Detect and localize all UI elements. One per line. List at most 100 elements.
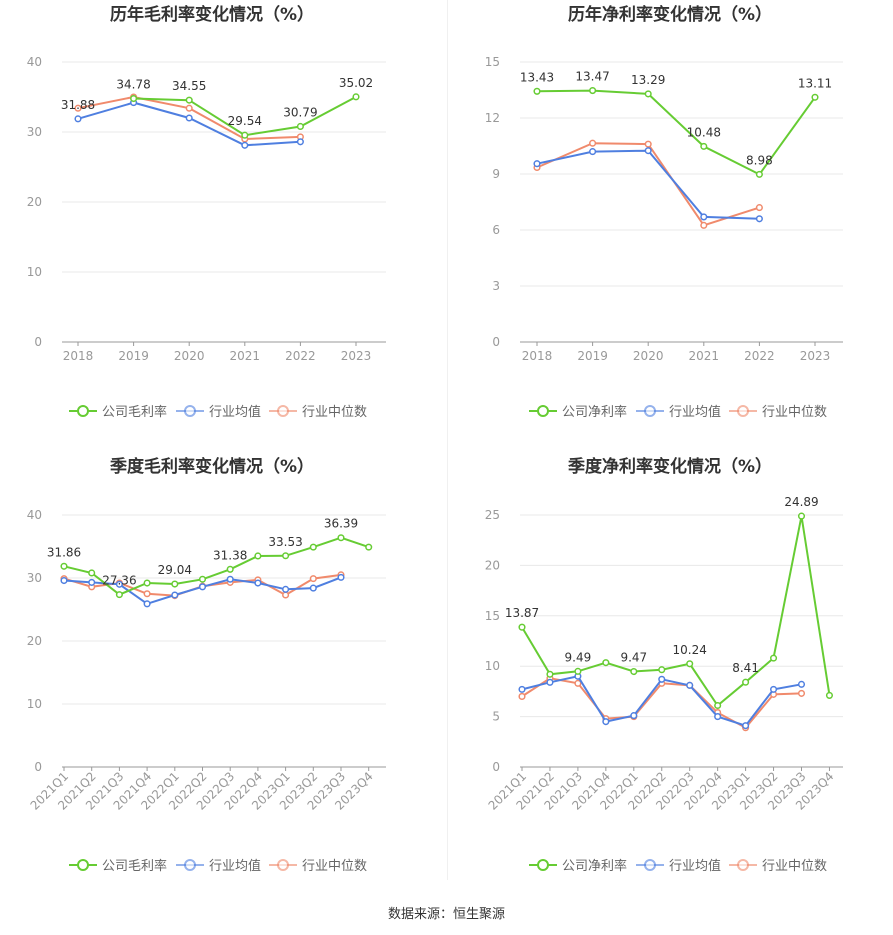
company-series-point: [574, 667, 582, 675]
company-series-point: [825, 691, 834, 699]
legend-industry-avg-marker: [644, 405, 656, 417]
industry-median-series-point: [74, 104, 82, 112]
y-tick-label: 25: [485, 508, 500, 522]
industry-median-series-point: [282, 591, 290, 599]
industry-median-series-point: [143, 590, 151, 598]
y-tick-label: 0: [492, 335, 500, 349]
company-series-line: [63, 536, 370, 596]
industry-avg-series-point: [602, 718, 610, 726]
industry-median-series-point: [309, 575, 317, 583]
data-label: 10.48: [687, 125, 721, 139]
x-tick-label: 2020: [174, 349, 205, 363]
industry-avg-series-point: [714, 713, 722, 721]
company-series-point: [797, 512, 806, 520]
chart-title: 历年净利率变化情况（%）: [568, 4, 772, 25]
company-series-point: [296, 122, 304, 131]
industry-median-series-point: [797, 689, 806, 697]
legend-industry-median-label: 行业中位数: [762, 405, 827, 420]
company-series-point: [365, 543, 373, 551]
legend-industry-avg-marker: [184, 859, 196, 871]
y-tick-label: 40: [27, 508, 42, 522]
company-series-point: [309, 543, 317, 551]
company-series-point: [546, 670, 554, 678]
company-series-point: [143, 579, 151, 587]
industry-median-series-point: [518, 692, 526, 700]
legend-company-marker: [77, 859, 89, 871]
company-series-point: [630, 667, 638, 676]
company-series-point: [198, 575, 207, 583]
company-series-point: [742, 678, 750, 686]
y-tick-label: 10: [27, 697, 42, 711]
data-label: 30.79: [283, 105, 317, 119]
legend-industry-avg-label: 行业均值: [669, 404, 721, 420]
company-series-point: [714, 701, 722, 710]
y-tick-label: 10: [485, 659, 500, 673]
company-series-point: [589, 87, 597, 95]
industry-avg-series-point: [226, 575, 234, 583]
x-tick-label: 2019: [118, 349, 149, 363]
y-tick-label: 10: [27, 265, 42, 279]
annual-gross-margin-chart: 历年毛利率变化情况（%） 0 10 20 30 40 2018 2019 2020 2021 202…: [27, 4, 386, 420]
company-series-point: [226, 565, 234, 573]
y-tick-label: 0: [34, 335, 42, 349]
data-label: 33.53: [268, 535, 302, 549]
legend-company-marker: [537, 859, 549, 871]
data-label: 29.54: [228, 114, 262, 128]
y-tick-label: 30: [27, 571, 42, 585]
legend-industry-avg-label: 行业均值: [209, 404, 261, 420]
industry-avg-series-point: [60, 576, 68, 585]
y-tick-label: 0: [34, 760, 42, 774]
industry-avg-series-point: [282, 585, 290, 593]
company-series-point: [282, 552, 290, 560]
company-series-point: [533, 87, 541, 95]
company-series-point: [254, 552, 262, 560]
x-tick-label: 2022: [285, 349, 316, 363]
quarterly-gross-margin-chart: 季度毛利率变化情况（%）0102030402021Q12021Q22021Q32…: [27, 456, 386, 874]
data-label: 34.55: [172, 79, 206, 93]
x-tick-label: 2022: [744, 349, 775, 363]
data-label: 24.89: [784, 495, 818, 509]
company-series-point: [88, 569, 96, 577]
company-series-point: [658, 666, 666, 674]
legend-industry-avg-marker: [184, 405, 196, 417]
legend-company-label: 公司净利率: [562, 404, 627, 420]
company-series-line: [521, 515, 831, 707]
industry-avg-series-point: [115, 580, 123, 588]
data-label: 13.47: [575, 70, 609, 84]
industry-avg-series-point: [644, 147, 652, 155]
legend-company-label: 公司净利率: [562, 858, 627, 874]
company-series-point: [241, 131, 249, 139]
company-series-point: [686, 660, 694, 668]
industry-median-series-point: [700, 221, 708, 229]
company-series-point: [755, 170, 763, 178]
legend-company-marker: [537, 405, 549, 417]
data-label: 13.43: [520, 70, 554, 84]
x-tick-label: 2018: [522, 349, 553, 363]
y-tick-label: 12: [485, 111, 500, 125]
legend-industry-median-marker: [277, 859, 289, 871]
data-label: 8.98: [746, 153, 773, 167]
company-series-point: [60, 562, 68, 570]
legend-industry-median-label: 行业中位数: [762, 859, 827, 874]
industry-avg-series-point: [241, 141, 249, 149]
company-series-point: [602, 659, 610, 667]
data-label: 9.49: [565, 650, 592, 664]
y-tick-label: 20: [485, 558, 500, 572]
industry-avg-series-point: [533, 160, 541, 168]
legend-industry-median-marker: [737, 405, 749, 417]
industry-avg-series-point: [198, 583, 207, 591]
data-label: 13.29: [631, 73, 665, 87]
y-tick-label: 20: [27, 195, 42, 209]
company-series-point: [115, 591, 123, 599]
y-tick-label: 15: [485, 55, 500, 69]
industry-avg-series-point: [797, 680, 806, 688]
industry-median-series-point: [755, 204, 763, 212]
industry-avg-series-point: [770, 685, 778, 693]
y-tick-label: 30: [27, 125, 42, 139]
company-series-point: [352, 93, 360, 101]
y-tick-label: 5: [492, 710, 500, 724]
industry-median-series-point: [185, 104, 193, 112]
company-series-point: [770, 654, 778, 662]
company-series-point: [337, 534, 345, 542]
